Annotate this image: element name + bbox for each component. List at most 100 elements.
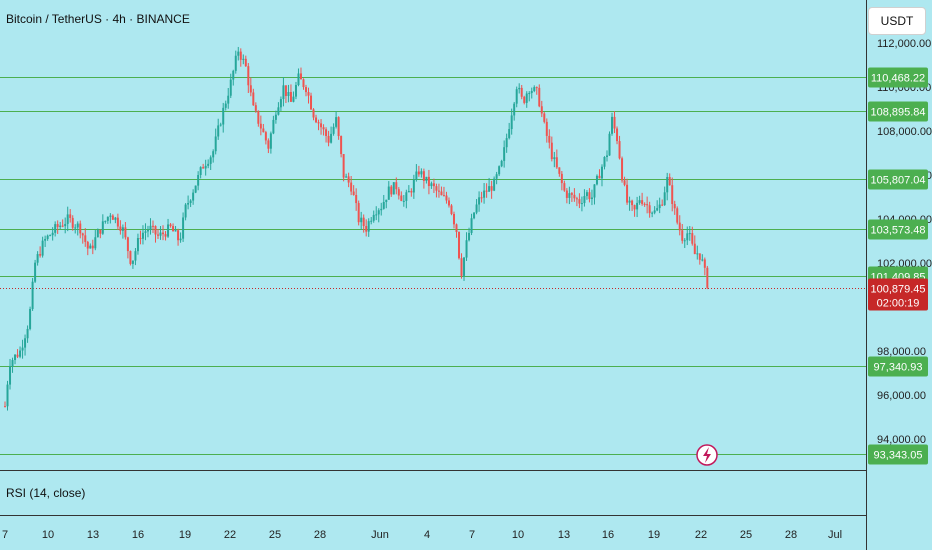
candle-body (563, 183, 566, 191)
candle-body (39, 254, 42, 256)
candle-body (31, 281, 34, 309)
candle (76, 221, 79, 236)
candle (485, 183, 488, 198)
candle-body (340, 136, 343, 155)
candle-body (317, 122, 320, 124)
candle-body (686, 233, 689, 241)
candle-body (177, 230, 180, 241)
candle-body (325, 129, 328, 136)
candle-body (234, 55, 237, 71)
candle (212, 149, 215, 163)
candle (661, 199, 664, 207)
candle-body (154, 226, 157, 235)
candle-body (621, 158, 624, 181)
candle (447, 197, 450, 208)
candle-body (480, 197, 483, 199)
candle-body (302, 79, 305, 88)
candle-body (350, 182, 353, 192)
candle (641, 192, 644, 206)
candle-body (139, 238, 142, 240)
currency-button[interactable]: USDT (868, 7, 926, 35)
candle-body (530, 90, 533, 94)
time-axis[interactable]: 7 10 13 16 19 22 25 28 Jun 4 7 10 13 16 19 22 25 28 Jul (2, 529, 842, 541)
candle-body (473, 212, 476, 219)
candle (452, 211, 455, 229)
candle (616, 126, 619, 145)
x-tick-label: 16 (132, 529, 144, 541)
candle-body (523, 96, 526, 103)
candle (558, 167, 561, 177)
candle (425, 176, 428, 184)
candle-body (468, 232, 471, 241)
candle-body (598, 175, 601, 179)
candle-body (540, 106, 543, 114)
candle-body (335, 117, 338, 127)
candle-body (646, 204, 649, 206)
candle (267, 138, 270, 154)
candle-body (417, 171, 420, 175)
candle-body (683, 240, 686, 242)
candle (367, 218, 370, 237)
candle (357, 200, 360, 226)
candle-body (219, 124, 222, 126)
candle (197, 171, 200, 191)
candle (164, 231, 167, 241)
candle-body (698, 253, 701, 260)
price-axis[interactable]: 112,000.00110,000.00108,000.00106,000.00… (877, 38, 932, 446)
candle (626, 178, 629, 205)
candle-body (61, 225, 64, 227)
x-tick-label: 10 (512, 529, 524, 541)
candle (169, 223, 172, 228)
candle-body (463, 257, 466, 276)
candle-body (151, 225, 154, 227)
candle (686, 226, 689, 246)
candle-body (475, 204, 478, 213)
candle-body (397, 189, 400, 196)
candle-body (212, 151, 215, 158)
candle-body (583, 196, 586, 204)
candle-body (6, 384, 9, 407)
candle-body (11, 360, 14, 367)
candle (613, 111, 616, 134)
candle-body (315, 117, 318, 123)
candle (400, 191, 403, 202)
candle (553, 151, 556, 168)
candle-body (252, 92, 255, 106)
candle-body (74, 227, 77, 229)
candle (515, 86, 518, 108)
candle (282, 77, 285, 107)
candle-body (365, 226, 368, 232)
candle-body (548, 135, 551, 143)
candle (9, 358, 12, 390)
candle (121, 224, 124, 239)
candle (320, 119, 323, 135)
candle (488, 177, 491, 192)
candle-countdown-text: 02:00:19 (877, 298, 920, 310)
candle-body (51, 232, 54, 236)
candle (528, 91, 531, 102)
candle-body (202, 167, 205, 169)
candle-body (626, 184, 629, 203)
candle (355, 188, 358, 211)
candle (678, 215, 681, 236)
rsi-indicator-label[interactable]: RSI (14, close) (6, 486, 86, 500)
level-price-text: 110,468.22 (871, 73, 925, 85)
candle (157, 229, 160, 239)
candle (46, 234, 49, 241)
candle-body (528, 93, 531, 95)
candle (307, 87, 310, 104)
candle (129, 250, 132, 266)
candle (362, 214, 365, 233)
candle (292, 91, 295, 103)
candle (693, 235, 696, 255)
candle (666, 172, 669, 201)
candle-body (666, 176, 669, 193)
candle-body (593, 184, 596, 198)
flash-alert-icon[interactable] (696, 444, 718, 466)
candle (633, 204, 636, 217)
level-price-label (868, 67, 928, 88)
candle-body (126, 237, 129, 252)
candle (199, 166, 202, 179)
candle-body (322, 127, 325, 130)
